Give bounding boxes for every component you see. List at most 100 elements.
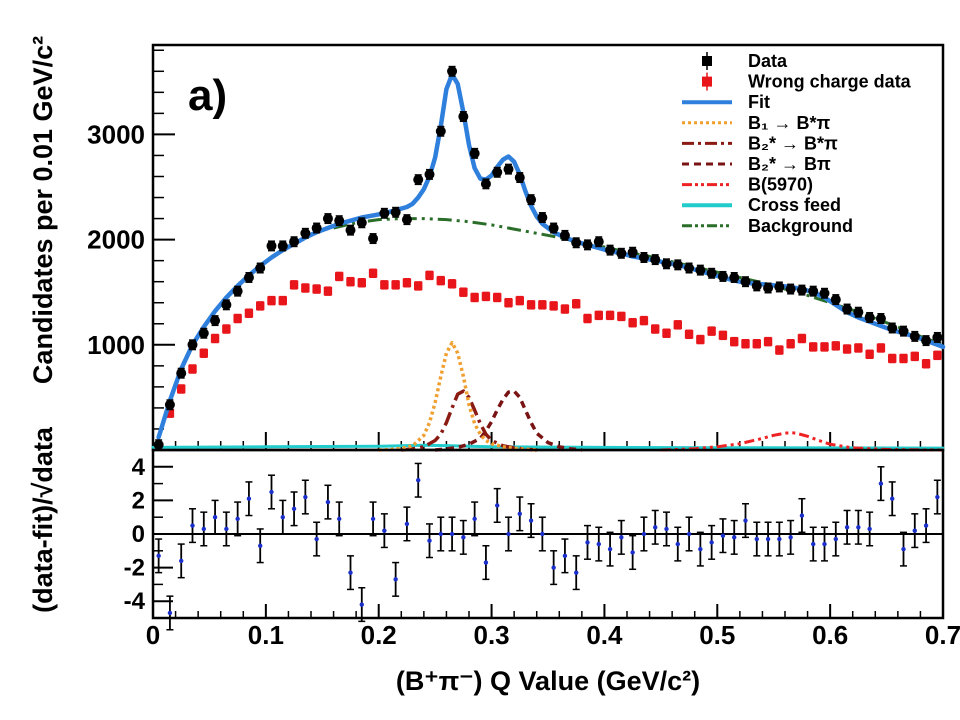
residual-point (562, 553, 568, 559)
data-point (187, 339, 198, 350)
wrong-charge-point (210, 334, 220, 343)
data-point (627, 247, 638, 258)
residual-point (844, 525, 850, 530)
wrong-charge-point (775, 345, 784, 355)
data-point (864, 312, 875, 323)
residual-point (348, 570, 353, 575)
wrong-charge-point (199, 349, 208, 358)
wrong-charge-point (414, 281, 423, 291)
residual-point (370, 516, 376, 522)
data-point (661, 258, 672, 269)
data-point (932, 332, 943, 343)
residual-point (585, 540, 590, 545)
data-point (571, 237, 582, 248)
main-y-tick-label: 3000 (87, 119, 145, 149)
residual-point (393, 577, 398, 582)
data-point (322, 213, 333, 224)
residual-y-tick-label: 0 (132, 521, 145, 548)
wrong-charge-point (549, 301, 558, 311)
data-point (210, 315, 221, 326)
wrong-charge-point (809, 342, 818, 352)
main-series (151, 65, 946, 452)
legend-entry: B₂* → B*π (682, 133, 838, 153)
residual-point (698, 546, 703, 552)
wrong-charge-point (820, 342, 829, 352)
wrong-charge-point (244, 309, 254, 318)
residual-point (675, 541, 680, 547)
residual-point (303, 494, 308, 500)
data-point (277, 240, 288, 251)
wrong-charge-point (335, 272, 344, 281)
data-point (605, 245, 616, 256)
residual-point (822, 541, 827, 547)
residual-point (517, 511, 522, 517)
legend-marker (702, 56, 712, 66)
wrong-charge-point (639, 316, 649, 325)
legend-label: B₁ → B*π (748, 113, 830, 133)
wrong-charge-point (515, 296, 524, 305)
wrong-charge-point (481, 292, 491, 301)
legend-label: B(5970) (748, 175, 813, 195)
residual-point (935, 494, 940, 500)
wrong-charge-point (876, 343, 886, 353)
legend-entry: Fit (682, 92, 770, 112)
data-point (875, 313, 886, 324)
main-y-ticks: 1000 2000 3000 (87, 49, 175, 430)
panel-label: a) (188, 71, 227, 120)
residual-point (777, 536, 782, 542)
data-point (672, 259, 683, 270)
residual-point (314, 536, 319, 542)
residual-point (923, 523, 929, 528)
wrong-charge-point (786, 339, 795, 348)
wrong-charge-point (696, 335, 705, 344)
residual-point (867, 526, 872, 532)
data-point (706, 268, 717, 279)
x-tick-label: 0.7 (925, 620, 960, 650)
data-point (176, 368, 187, 379)
data-point (266, 240, 277, 251)
wrong-charge-point (831, 341, 840, 351)
residual-point (811, 541, 816, 547)
wrong-charge-point (617, 312, 626, 321)
residual-point (540, 531, 545, 537)
data-point (638, 252, 649, 263)
wrong-charge-point (684, 330, 694, 339)
data-point (796, 285, 807, 296)
residual-point (732, 535, 737, 540)
wrong-charge-point (933, 351, 942, 360)
residual-point (506, 531, 511, 537)
series-line-b-b (434, 389, 583, 452)
wrong-charge-point (741, 339, 750, 348)
x-axis-title: (B⁺π⁻) Q Value (GeV/c²) (396, 666, 700, 696)
series-line-b-5970 (660, 431, 944, 452)
residual-series (155, 462, 941, 631)
residual-point (607, 546, 613, 552)
wrong-charge-point (323, 286, 333, 296)
wrong-charge-point (436, 276, 445, 285)
wrong-charge-point (583, 314, 592, 323)
data-point (898, 326, 909, 337)
residual-point (833, 536, 838, 542)
residual-point (856, 525, 861, 530)
data-point (909, 331, 920, 342)
legend-marker (702, 76, 712, 87)
data-point (582, 239, 593, 250)
data-point (480, 178, 491, 189)
data-point (503, 164, 514, 175)
data-point (785, 284, 796, 295)
wrong-charge-point (572, 299, 581, 308)
residual-point (291, 506, 297, 511)
wrong-charge-point (425, 271, 434, 280)
x-tick-label: 0.5 (699, 620, 735, 650)
wrong-charge-point (888, 354, 897, 363)
wrong-charge-point (222, 324, 231, 334)
residual-point (201, 526, 206, 532)
residual-point (596, 541, 601, 547)
residual-point (743, 518, 748, 523)
data-point (368, 233, 379, 244)
legend-label: B₂* → Bπ (748, 154, 831, 174)
legend-label: Data (748, 51, 788, 71)
residual-point (686, 531, 692, 537)
wrong-charge-point (560, 304, 570, 314)
